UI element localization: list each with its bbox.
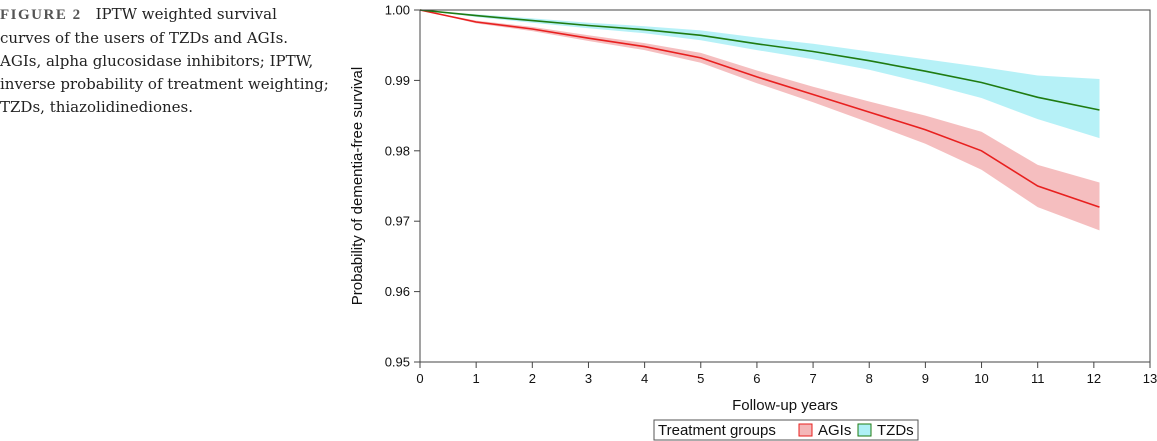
confidence-bands [420,10,1100,231]
y-tick-label: 0.98 [385,143,410,158]
figure-caption: FIGURE 2 IPTW weighted survival curves of… [0,3,330,119]
survival-line-tzds [419,9,1100,111]
survival-line-agis [419,9,1100,208]
caption-text: IPTW weighted survival curves of the use… [0,5,329,116]
x-tick-label: 7 [809,371,816,386]
x-tick-label: 6 [753,371,760,386]
axes: 0 1 2 3 4 5 6 7 8 9 10 11 12 130.950.960.970.980.991.… [385,3,1157,387]
x-tick-label: 11 [1031,371,1045,386]
legend: Treatment groups AGIs TZDs [653,419,919,441]
legend-swatch-agis [798,423,813,437]
y-tick-label: 1.00 [385,3,410,18]
x-tick-label: 9 [922,371,929,386]
plot-frame [419,9,1151,363]
y-tick-label: 0.95 [385,355,410,370]
x-tick-label: 10 [974,371,988,386]
y-tick-label: 0.99 [385,73,410,88]
x-tick-label: 4 [641,371,648,386]
survival-lines [419,9,1100,208]
legend-box [653,419,919,441]
ci-band-tzds [420,10,1100,139]
y-tick-label: 0.97 [385,214,410,229]
x-tick-label: 13 [1143,371,1157,386]
figure-label: FIGURE 2 [0,7,82,23]
legend-label-tzds: TZDs [877,422,914,439]
x-tick-label: 8 [866,371,873,386]
x-axis-label: Follow-up years [732,397,838,414]
legend-label-agis: AGIs [818,422,851,439]
x-tick-label: 12 [1087,371,1101,386]
x-tick-label: 3 [585,371,592,386]
x-tick-label: 1 [473,371,480,386]
x-tick-label: 5 [697,371,704,386]
legend-swatch-tzds [857,423,872,437]
x-tick-label: 2 [529,371,536,386]
x-tick-label: 0 [416,371,423,386]
y-tick-label: 0.96 [385,284,410,299]
y-axis-label: Probability of dementia-free survival [349,67,366,305]
legend-title: Treatment groups [658,422,776,439]
